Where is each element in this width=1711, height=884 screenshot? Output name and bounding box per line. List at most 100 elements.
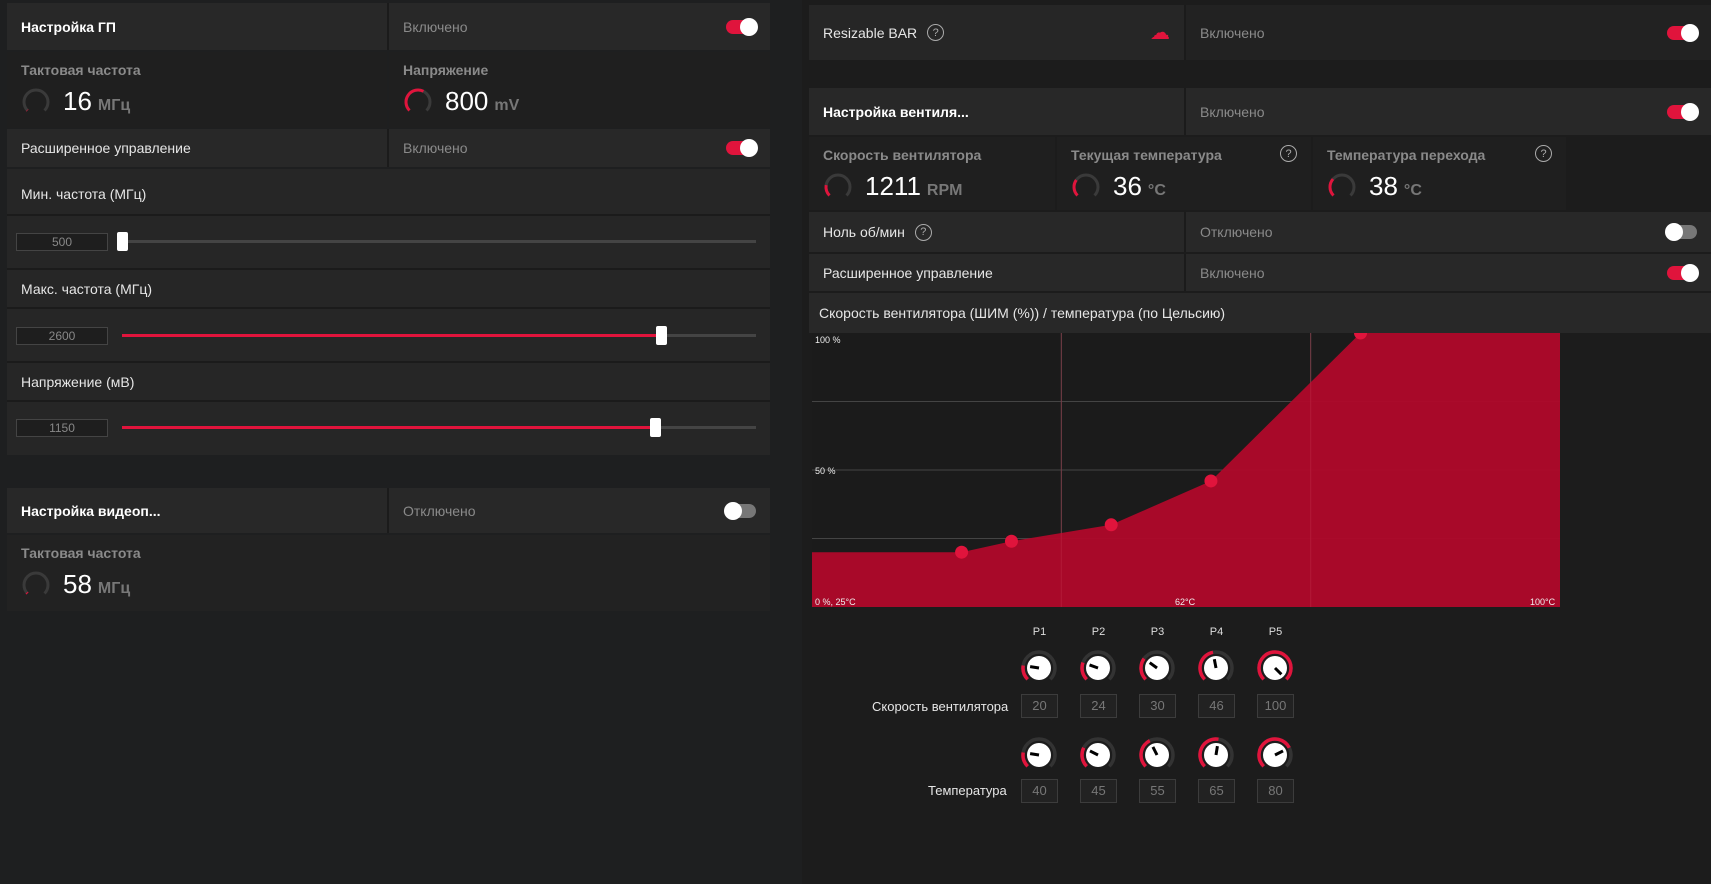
advanced-control-state: Включено [403, 140, 468, 156]
temp-input[interactable]: 55 [1139, 779, 1176, 803]
curve-point-P2[interactable] [1004, 534, 1018, 548]
advanced-control-toggle[interactable] [1667, 263, 1699, 282]
speed-input[interactable]: 46 [1198, 694, 1235, 718]
current-temp-metric: Текущая температура? 36 °C [1057, 137, 1311, 210]
fan-curve-area [812, 333, 1560, 607]
min-clock-label: Мин. частота (МГц) [21, 186, 147, 202]
help-icon[interactable]: ? [914, 223, 932, 241]
curve-point-P3[interactable] [1104, 518, 1118, 532]
speed-input[interactable]: 24 [1080, 694, 1117, 718]
temp-knob[interactable] [1021, 737, 1057, 773]
metric-unit: mV [494, 97, 520, 114]
point-label: P3 [1150, 626, 1165, 638]
gpu-tuning-title: Настройка ГП [21, 18, 116, 35]
advanced-control-toggle[interactable] [726, 139, 758, 157]
zero-rpm-state: Отключено [1200, 224, 1273, 240]
gauge-icon [404, 88, 432, 112]
temp-input[interactable]: 40 [1021, 779, 1058, 803]
speed-input[interactable]: 100 [1257, 694, 1294, 718]
metric-unit: °C [1403, 182, 1422, 199]
gpu-advanced-row: Расширенное управление Включено [7, 129, 770, 167]
gauge-icon [824, 173, 852, 197]
zero-rpm-row: Ноль об/мин? Отключено [809, 212, 1711, 252]
fan-tuning-row: Настройка вентиля... Включено [809, 88, 1711, 135]
temp-knob[interactable] [1080, 737, 1116, 773]
curve-point-P4[interactable] [1204, 474, 1218, 488]
point-label: P5 [1268, 626, 1283, 638]
advanced-control-state: Включено [1200, 264, 1265, 281]
help-icon[interactable]: ? [1535, 145, 1552, 162]
vram-tuning-toggle[interactable] [724, 501, 756, 520]
speed-knob[interactable] [1198, 650, 1234, 686]
temp-input[interactable]: 80 [1257, 779, 1294, 803]
metric-unit: МГц [97, 580, 131, 597]
max-clock-label: Макс. частота (МГц) [21, 281, 152, 297]
vram-tuning-row: Настройка видеоп... Отключено [7, 488, 770, 533]
resizable-bar-state: Включено [1200, 24, 1265, 41]
speed-knob[interactable] [1021, 650, 1057, 686]
gpu-tuning-row: Настройка ГП Включено [7, 3, 770, 50]
max-clock-slider[interactable] [122, 326, 756, 345]
metric-value: 1211 [865, 171, 921, 201]
speed-input[interactable]: 30 [1139, 694, 1176, 718]
x-tick-label: 100°C [1530, 597, 1556, 607]
metric-value: 36 [1113, 171, 1142, 201]
gpu-tuning-state: Включено [403, 18, 468, 35]
brain-icon: ☁ [1150, 22, 1170, 44]
speed-input[interactable]: 20 [1021, 694, 1058, 718]
vram-clock-metric: Тактовая частота 58 МГц [7, 535, 770, 611]
min-clock-slider[interactable] [117, 232, 756, 251]
point-label: P4 [1209, 626, 1224, 638]
temp-knob[interactable] [1198, 737, 1234, 773]
help-icon[interactable]: ? [1280, 145, 1297, 162]
help-icon[interactable]: ? [927, 24, 945, 41]
curve-point-P5[interactable] [1354, 333, 1368, 340]
metric-value: 38 [1369, 171, 1398, 201]
max-clock-input[interactable]: 2600 [16, 327, 108, 345]
speed-knob[interactable] [1080, 650, 1116, 686]
vram-tuning-state: Отключено [403, 502, 476, 519]
gpu-sliders-panel: Мин. частота (МГц) 500 Макс. частота (МГ… [7, 169, 770, 455]
voltage-slider[interactable] [122, 418, 756, 437]
speed-knob[interactable] [1257, 650, 1293, 686]
metric-label: Тактовая частота [21, 62, 141, 78]
resizable-bar-row: Resizable BAR? ☁ Включено [809, 5, 1711, 60]
fan-advanced-row: Расширенное управление Включено [809, 254, 1711, 291]
metric-label: Напряжение [403, 62, 489, 78]
voltage-input[interactable]: 1150 [16, 419, 108, 437]
point-label: P2 [1091, 626, 1106, 638]
metric-value: 800 [445, 86, 489, 116]
speed-knob[interactable] [1139, 650, 1175, 686]
temp-input[interactable]: 45 [1080, 779, 1117, 803]
resizable-bar-toggle[interactable] [1667, 23, 1699, 42]
temp-knob[interactable] [1139, 737, 1175, 773]
slider-thumb[interactable] [117, 232, 128, 251]
gauge-icon [22, 571, 50, 595]
point-label: P1 [1032, 626, 1047, 638]
metric-label: Температура перехода [1327, 147, 1486, 163]
zero-rpm-toggle[interactable] [1665, 223, 1697, 241]
temp-input[interactable]: 65 [1198, 779, 1235, 803]
temp-knob[interactable] [1257, 737, 1293, 773]
gpu-tuning-toggle[interactable] [726, 17, 758, 36]
gpu-voltage-metric: Напряжение 800 mV [389, 52, 770, 128]
slider-thumb[interactable] [655, 326, 667, 345]
fan-tuning-state: Включено [1200, 103, 1265, 120]
slider-thumb[interactable] [649, 418, 661, 437]
fan-curve-header: Скорость вентилятора (ШИМ (%)) / темпера… [809, 293, 1711, 333]
x-tick-label: 62°C [1175, 597, 1196, 607]
zero-rpm-label: Ноль об/мин [823, 224, 905, 240]
fan-speed-metric: Скорость вентилятора 1211 RPM [809, 137, 1055, 210]
y-tick-label: 50 % [815, 466, 836, 476]
advanced-control-label: Расширенное управление [21, 140, 191, 156]
curve-point-P1[interactable] [955, 545, 969, 559]
metric-label: Тактовая частота [21, 545, 141, 561]
min-clock-input[interactable]: 500 [16, 233, 108, 251]
fan-curve-title: Скорость вентилятора (ШИМ (%)) / темпера… [819, 305, 1226, 321]
fan-tuning-toggle[interactable] [1667, 102, 1699, 121]
x-tick-label: 0 %, 25°C [815, 597, 856, 607]
fan-curve-chart[interactable] [812, 333, 1560, 607]
junction-temp-metric: Температура перехода? 38 °C [1313, 137, 1566, 210]
metric-value: 16 [63, 86, 92, 116]
resizable-bar-label: Resizable BAR [823, 24, 918, 41]
